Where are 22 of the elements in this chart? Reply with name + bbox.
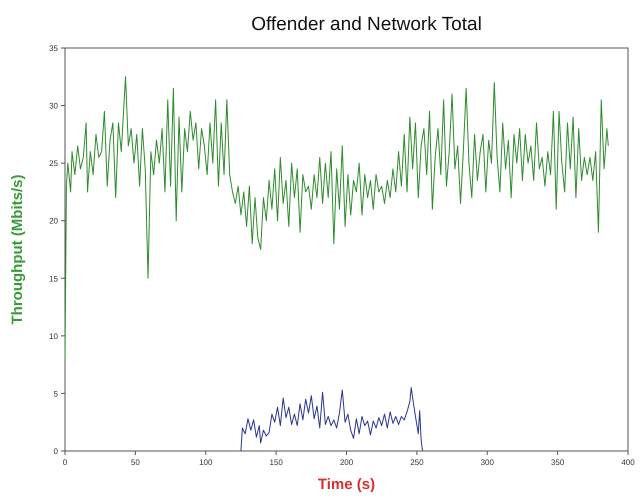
chart-title: Offender and Network Total: [251, 14, 482, 35]
x-tick-label: 100: [199, 458, 213, 467]
x-tick-label: 50: [130, 458, 140, 467]
y-tick-label: 20: [49, 216, 59, 226]
x-tick-label: 400: [621, 458, 636, 467]
y-tick-label: 10: [49, 332, 59, 341]
x-tick-label: 0: [62, 458, 68, 467]
y-axis-title: Throughput (Mbits/s): [9, 174, 26, 324]
x-tick-label: 200: [340, 458, 354, 467]
x-tick-label: 250: [410, 458, 424, 467]
x-tick-label: 350: [550, 458, 565, 467]
y-tick-label: 5: [54, 389, 59, 398]
y-tick-label: 15: [49, 274, 59, 284]
x-tick-label: 150: [269, 458, 284, 467]
x-tick-label: 300: [480, 458, 494, 467]
y-tick-label: 25: [49, 159, 59, 168]
y-tick-label: 30: [49, 102, 59, 111]
y-tick-label: 0: [54, 447, 59, 456]
x-axis-title: Time (s): [318, 476, 376, 493]
line-series: [240, 387, 424, 452]
line-series: [64, 76, 609, 360]
y-tick-label: 35: [49, 44, 59, 53]
